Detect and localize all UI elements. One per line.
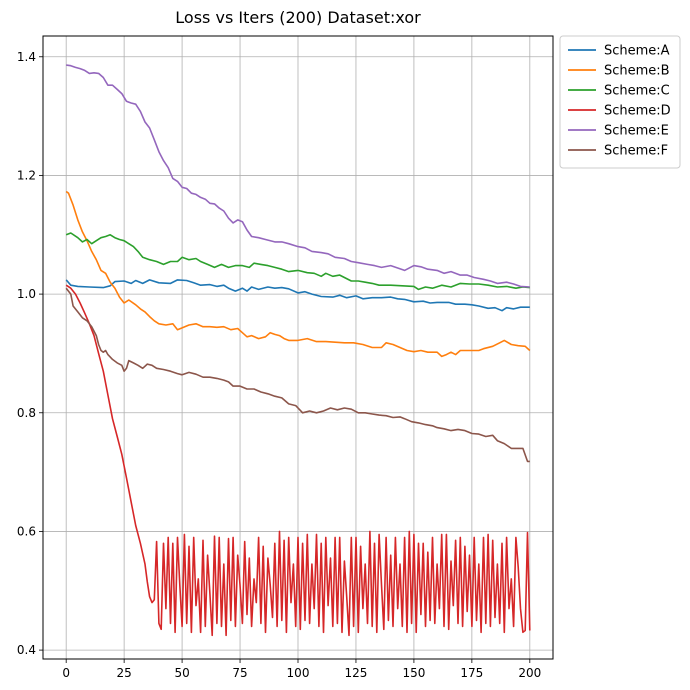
- series-line-scheme-a: [65, 279, 530, 312]
- axis-ticks: 0 25 50 75 100 125 150 175 200 0.4 0.6 0.8 1.0 1.2 1.4: [17, 50, 541, 680]
- y-tick-label: 0.6: [17, 524, 36, 538]
- y-tick-label: 1.0: [17, 287, 36, 301]
- x-tick-label: 0: [62, 666, 70, 680]
- legend-label: Scheme:E: [604, 124, 669, 139]
- legend: Scheme:A Scheme:B Scheme:C Scheme:D Scheme:E…: [559, 35, 681, 169]
- legend-label: Scheme:F: [604, 144, 668, 159]
- series-line-scheme-c: [65, 232, 530, 291]
- y-tick-label: 0.8: [17, 406, 36, 420]
- series-line-scheme-f: [65, 287, 530, 463]
- x-tick-label: 25: [116, 666, 131, 680]
- legend-box: [559, 35, 681, 169]
- legend-label: Scheme:B: [604, 64, 670, 79]
- x-tick-label: 125: [345, 666, 368, 680]
- grid: [43, 36, 553, 659]
- x-tick-label: 100: [287, 666, 310, 680]
- series-lines: [65, 64, 531, 637]
- x-tick-label: 175: [460, 666, 483, 680]
- legend-label: Scheme:C: [604, 84, 670, 99]
- legend-label: Scheme:D: [604, 104, 671, 119]
- x-tick-label: 50: [174, 666, 189, 680]
- legend-label: Scheme:A: [604, 44, 670, 59]
- y-tick-label: 1.2: [17, 168, 36, 182]
- chart-title: Loss vs Iters (200) Dataset:xor: [175, 8, 421, 27]
- y-tick-label: 1.4: [17, 50, 36, 64]
- x-tick-label: 150: [402, 666, 425, 680]
- series-line-scheme-d: [65, 284, 531, 637]
- x-tick-label: 75: [232, 666, 247, 680]
- x-tick-label: 200: [518, 666, 541, 680]
- series-line-scheme-e: [66, 64, 530, 288]
- series-line-scheme-b: [65, 190, 531, 358]
- y-tick-label: 0.4: [17, 643, 36, 657]
